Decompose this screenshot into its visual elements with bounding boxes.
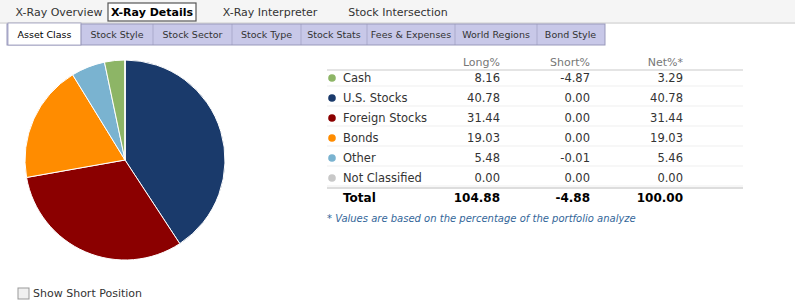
table-cell: 0.00 xyxy=(564,171,590,185)
sub-tab-divider xyxy=(81,24,82,45)
table-cell: -4.87 xyxy=(560,71,590,85)
sub-tab-divider xyxy=(537,24,538,45)
row-dot xyxy=(328,154,336,162)
row-label: Bonds xyxy=(343,131,379,145)
total-separator xyxy=(327,188,743,189)
nav-tab[interactable]: X-Ray Overview xyxy=(16,6,103,19)
nav-tab[interactable]: Stock Intersection xyxy=(348,6,447,19)
row-dot xyxy=(328,134,336,142)
sub-tab[interactable]: World Regions xyxy=(462,29,530,40)
row-separator xyxy=(327,186,743,187)
row-label: Not Classified xyxy=(343,171,422,185)
table-cell: 3.29 xyxy=(657,71,683,85)
table-cell: 0.00 xyxy=(564,91,590,105)
row-dot xyxy=(328,174,336,182)
table-cell: 31.44 xyxy=(467,111,500,125)
sub-tab[interactable]: Stock Sector xyxy=(163,29,223,40)
nav-separator xyxy=(0,23,795,24)
row-dot xyxy=(328,114,336,122)
row-separator xyxy=(327,86,743,87)
sub-tab-divider xyxy=(367,24,368,45)
page: X-Ray Overview X-Ray Details X-Ray Interpr… xyxy=(0,0,795,306)
table-cell: 40.78 xyxy=(467,91,500,105)
nav-tab-active[interactable] xyxy=(108,3,196,21)
table-cell: -0.01 xyxy=(560,151,590,165)
sub-tab[interactable]: Bond Style xyxy=(545,29,596,40)
sub-tab-active[interactable] xyxy=(8,23,81,45)
row-dot xyxy=(328,74,336,82)
sub-tab[interactable]: Fees & Expenses xyxy=(371,29,451,40)
pie-slice xyxy=(104,60,125,160)
sub-tab[interactable]: Asset Class xyxy=(18,29,72,40)
nav-tab[interactable]: X-Ray Details xyxy=(111,6,194,19)
sub-tab-divider xyxy=(301,24,302,45)
sub-tab[interactable]: Stock Style xyxy=(90,29,143,40)
table-cell: 8.16 xyxy=(474,71,500,85)
row-dot xyxy=(328,94,336,102)
row-separator xyxy=(327,106,743,107)
table-cell: 40.78 xyxy=(650,91,683,105)
table-header: Net%* xyxy=(648,56,684,69)
nav-tab[interactable]: X-Ray Interpreter xyxy=(223,6,318,19)
checkbox-label[interactable]: Show Short Position xyxy=(33,287,142,300)
sub-tab[interactable]: Stock Type xyxy=(241,29,292,40)
nav-bar xyxy=(0,0,795,22)
table-cell: 31.44 xyxy=(650,111,683,125)
table-cell: 0.00 xyxy=(474,171,500,185)
sub-tab-bar xyxy=(7,24,605,45)
row-label: Other xyxy=(343,151,376,165)
sub-tab-divider xyxy=(455,24,456,45)
table-header: Short% xyxy=(550,56,590,69)
row-separator xyxy=(327,126,743,127)
pie-slice xyxy=(125,60,126,160)
row-separator xyxy=(327,146,743,147)
sub-tab-divider xyxy=(153,24,154,45)
pie xyxy=(25,60,225,260)
sub-tab[interactable]: Stock Stats xyxy=(307,29,361,40)
checkbox[interactable] xyxy=(18,288,29,299)
total-label: Total xyxy=(343,191,376,205)
total-cell: 104.88 xyxy=(454,191,500,205)
table-header: Long% xyxy=(463,56,500,69)
row-label: Cash xyxy=(343,71,371,85)
table-cell: 5.46 xyxy=(657,151,683,165)
table-cell: 0.00 xyxy=(657,171,683,185)
table-cell: 0.00 xyxy=(564,131,590,145)
table-cell: 0.00 xyxy=(564,111,590,125)
row-label: Foreign Stocks xyxy=(343,111,427,125)
total-cell: 100.00 xyxy=(637,191,683,205)
table-cell: 19.03 xyxy=(650,131,683,145)
total-cell: -4.88 xyxy=(555,191,590,205)
sub-tab-divider xyxy=(232,24,233,45)
row-separator xyxy=(327,166,743,167)
table-cell: 19.03 xyxy=(467,131,500,145)
row-label: U.S. Stocks xyxy=(343,91,408,105)
pie-slice xyxy=(27,160,180,260)
table-cell: 5.48 xyxy=(474,151,500,165)
footnote: * Values are based on the percentage of … xyxy=(327,213,636,224)
